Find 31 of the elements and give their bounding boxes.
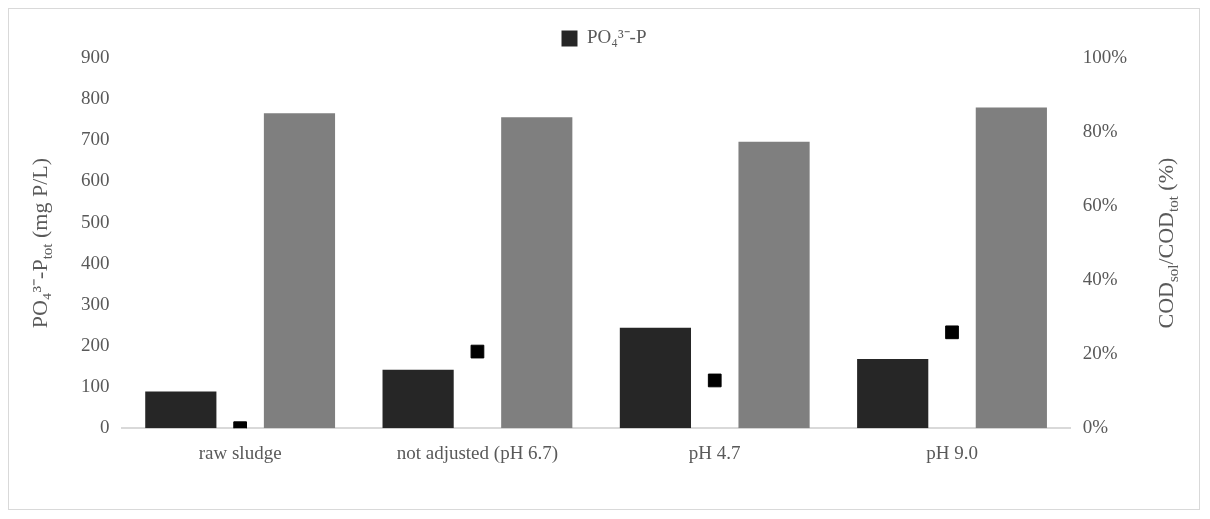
bar (738, 141, 810, 429)
y-tick-label: 700 (81, 128, 110, 150)
y2-tick-label: 0% (1082, 416, 1109, 438)
y-tick-label: 300 (81, 292, 110, 314)
y-tick-label: 800 (81, 87, 110, 109)
x-tick-label: pH 4.7 (688, 441, 741, 463)
bar (975, 107, 1047, 429)
bar (145, 391, 217, 429)
y2-tick-label: 40% (1082, 268, 1118, 290)
y-tick-label: 0 (100, 416, 110, 438)
y2-tick-label: 100% (1082, 45, 1128, 67)
bar (382, 369, 454, 429)
y-tick-label: 600 (81, 169, 110, 191)
x-tick-label: not adjusted (pH 6.7) (396, 441, 559, 464)
x-tick-label: pH 9.0 (926, 441, 978, 463)
bar (263, 113, 336, 429)
bar (857, 359, 929, 429)
y-tick-label: 900 (81, 45, 110, 67)
y2-tick-label: 80% (1082, 120, 1118, 142)
x-tick-label: raw sludge (198, 441, 282, 463)
y-tick-label: 100 (81, 375, 110, 397)
bar (501, 117, 573, 429)
y-tick-label: 400 (81, 251, 110, 273)
y2-tick-label: 20% (1082, 342, 1118, 364)
y2-axis-title: CODsol/CODtot (%) (1152, 157, 1181, 329)
y-tick-label: 200 (81, 333, 110, 355)
bar (619, 327, 691, 429)
y-axis-title: PO₄³⁻-Ptot (mg P/L) (26, 157, 55, 329)
y2-tick-label: 60% (1082, 194, 1118, 216)
y-tick-label: 500 (81, 210, 110, 232)
legend-label: PO₄³⁻-P (587, 26, 647, 48)
